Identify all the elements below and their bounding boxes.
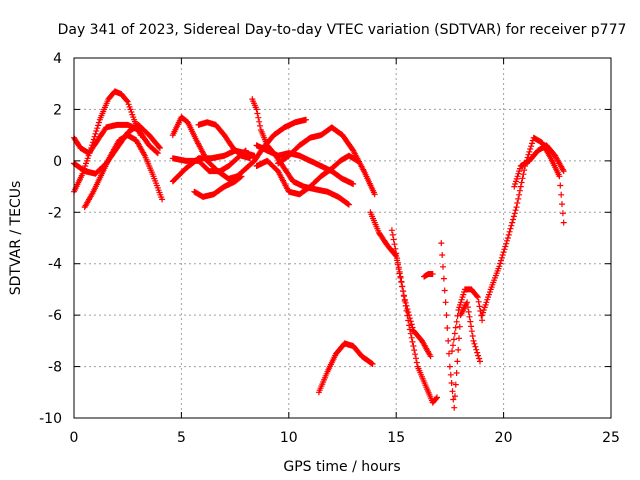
x-tick-label: 0	[70, 430, 79, 446]
y-tick-labels: -10 -8 -6 -4 -2 0 2 4	[39, 51, 62, 427]
series-arc-8	[195, 119, 254, 162]
y-tick-label: 2	[53, 102, 62, 118]
point-markers	[388, 227, 440, 406]
data-marks	[71, 88, 567, 411]
y-axis-label: SDTVAR / TECUs	[8, 181, 24, 296]
series-arc-19	[438, 240, 483, 411]
y-tick-label: -10	[39, 411, 62, 427]
series-arc-16	[367, 209, 434, 360]
series-arc-17	[388, 227, 440, 406]
point-markers	[315, 340, 376, 396]
point-markers	[191, 173, 245, 200]
series-arc-21	[479, 134, 567, 319]
point-markers	[438, 240, 483, 411]
y-tick-label: -4	[48, 257, 62, 273]
y-tick-label: -6	[48, 308, 62, 324]
series-arc-15	[315, 340, 376, 396]
y-tick-label: 4	[53, 51, 62, 67]
y-tick-label: 0	[53, 154, 62, 170]
point-markers	[511, 142, 567, 190]
point-markers	[275, 124, 378, 198]
series-arc-9	[169, 147, 249, 175]
x-tick-label: 20	[495, 430, 513, 446]
series-arc-14	[275, 124, 378, 198]
point-markers	[169, 147, 249, 175]
y-tick-label: -2	[48, 205, 62, 221]
x-tick-label: 15	[387, 430, 405, 446]
point-markers	[449, 286, 486, 355]
point-markers	[479, 134, 567, 319]
point-markers	[253, 152, 361, 198]
x-tick-labels: 0 5 10 15 20 25	[70, 430, 620, 446]
series-arc-1	[71, 88, 144, 195]
axis-ticks	[73, 57, 612, 419]
x-axis-label: GPS time / hours	[283, 459, 400, 475]
point-markers	[421, 271, 436, 280]
chart-title: Day 341 of 2023, Sidereal Day-to-day VTE…	[58, 22, 627, 38]
x-tick-label: 5	[177, 430, 186, 446]
series-arc-7	[191, 173, 245, 200]
series-arc-20	[449, 286, 486, 355]
x-tick-label: 25	[602, 430, 620, 446]
point-markers	[367, 209, 434, 360]
x-tick-label: 10	[280, 430, 298, 446]
plot-frame	[73, 57, 612, 419]
point-markers	[71, 88, 144, 195]
grid	[74, 58, 611, 418]
point-markers	[195, 119, 254, 162]
series-arc-22	[511, 142, 567, 190]
series-arc-13	[253, 152, 361, 198]
series-arc-18	[421, 271, 436, 280]
y-tick-label: -8	[48, 360, 62, 376]
